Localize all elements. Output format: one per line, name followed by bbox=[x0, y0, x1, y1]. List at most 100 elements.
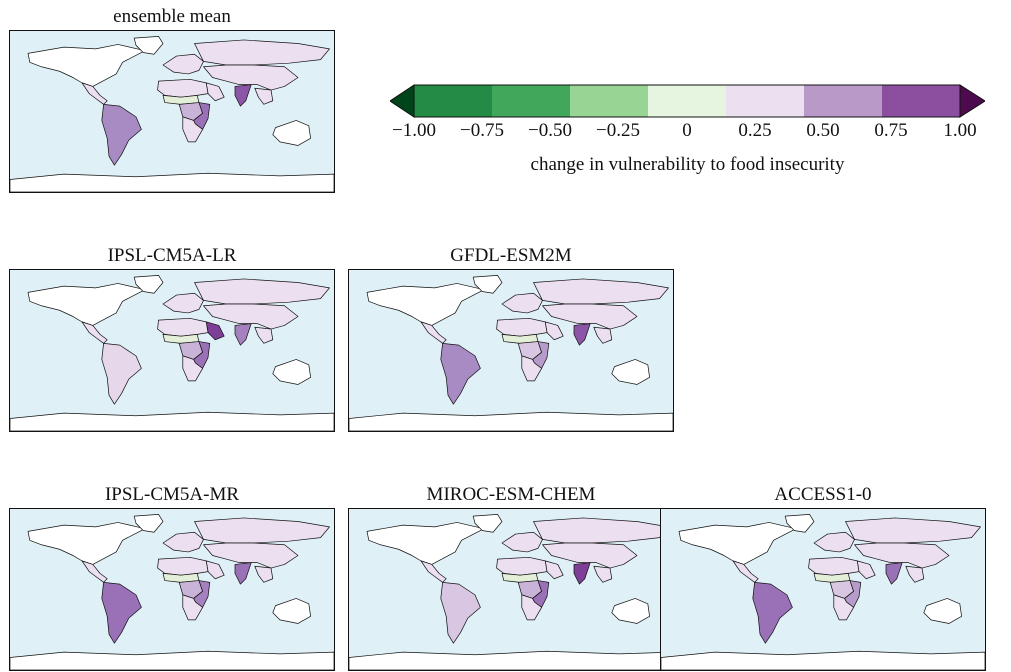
colorbar-label: change in vulnerability to food insecuri… bbox=[530, 154, 845, 175]
region-asia bbox=[542, 542, 638, 569]
colorbar-bar bbox=[389, 84, 986, 118]
colorbar-tick: −0.50 bbox=[528, 120, 572, 141]
region-na bbox=[366, 522, 485, 565]
colorbar-tick: 0.25 bbox=[738, 120, 772, 141]
panel-title: MIROC-ESM-CHEM bbox=[426, 484, 596, 505]
region-europe bbox=[162, 292, 204, 314]
region-asia bbox=[203, 542, 299, 569]
region-antarctica bbox=[10, 650, 334, 670]
region-na bbox=[366, 283, 485, 326]
region-australia bbox=[272, 359, 311, 385]
region-russia bbox=[194, 517, 330, 544]
region-africa-n bbox=[496, 317, 548, 337]
region-antarctica bbox=[661, 650, 985, 670]
region-na bbox=[27, 44, 146, 87]
region-south-america bbox=[440, 581, 481, 644]
region-na bbox=[27, 522, 146, 565]
region-seasia bbox=[254, 565, 274, 583]
region-russia bbox=[533, 278, 669, 305]
region-seasia bbox=[593, 565, 613, 583]
world-map bbox=[9, 269, 335, 432]
panel-title: IPSL-CM5A-LR bbox=[107, 245, 237, 266]
region-antarctica bbox=[10, 411, 334, 431]
region-centam bbox=[732, 560, 759, 583]
panel-ipsl-cm5a-mr: IPSL-CM5A-MR bbox=[9, 484, 335, 672]
colorbar-segment bbox=[882, 85, 961, 117]
region-south-america bbox=[101, 103, 142, 166]
colorbar-segment bbox=[726, 85, 805, 117]
region-south-america bbox=[101, 581, 142, 644]
region-greenland bbox=[784, 514, 815, 533]
region-australia bbox=[923, 598, 962, 624]
region-russia bbox=[533, 517, 669, 544]
panel-title: IPSL-CM5A-MR bbox=[104, 484, 240, 505]
colorbar-tick: 0 bbox=[682, 120, 692, 141]
region-na bbox=[27, 283, 146, 326]
colorbar-segment bbox=[414, 85, 493, 117]
colorbar-tick: −0.25 bbox=[596, 120, 640, 141]
region-russia bbox=[845, 517, 981, 544]
region-centam bbox=[81, 82, 108, 105]
panel-title: ensemble mean bbox=[113, 6, 231, 27]
region-europe bbox=[162, 531, 204, 553]
region-africa-s bbox=[182, 116, 203, 143]
region-antarctica bbox=[10, 172, 334, 192]
panel-ensemble-mean: ensemble mean bbox=[9, 6, 335, 196]
colorbar-tick: −1.00 bbox=[392, 120, 436, 141]
region-africa-n bbox=[157, 317, 209, 337]
region-asia bbox=[542, 303, 638, 330]
colorbar-segment bbox=[648, 85, 727, 117]
region-australia bbox=[611, 598, 650, 624]
colorbar-segment bbox=[492, 85, 571, 117]
region-africa-s bbox=[521, 594, 542, 621]
colorbar-ticks: −1.00 −0.75 −0.50 −0.25 0 0.25 0.50 0.75… bbox=[390, 120, 985, 144]
panel-ipsl-cm5a-lr: IPSL-CM5A-LR bbox=[9, 245, 335, 435]
region-seasia bbox=[593, 326, 613, 344]
region-seasia bbox=[254, 87, 274, 105]
region-south-asia bbox=[885, 562, 903, 585]
panel-miroc-esm-chem: MIROC-ESM-CHEM bbox=[348, 484, 674, 672]
region-greenland bbox=[133, 514, 164, 533]
region-africa-n bbox=[808, 556, 860, 576]
region-africa-s bbox=[833, 594, 854, 621]
region-europe bbox=[813, 531, 855, 553]
colorbar-tick: 1.00 bbox=[943, 120, 977, 141]
region-seasia bbox=[905, 565, 925, 583]
region-south-america bbox=[440, 342, 481, 405]
panel-title: ACCESS1-0 bbox=[774, 484, 872, 505]
region-africa-s bbox=[182, 355, 203, 382]
region-antarctica bbox=[349, 650, 673, 670]
region-south-america bbox=[101, 342, 142, 405]
region-na bbox=[678, 522, 797, 565]
region-europe bbox=[162, 53, 204, 75]
panel-access1-0: ACCESS1-0 bbox=[660, 484, 986, 672]
panel-title: GFDL-ESM2M bbox=[450, 245, 572, 266]
colorbar-tick: 0.75 bbox=[874, 120, 908, 141]
region-south-asia bbox=[573, 562, 591, 585]
region-africa-n bbox=[496, 556, 548, 576]
region-australia bbox=[272, 598, 311, 624]
region-africa-s bbox=[182, 594, 203, 621]
region-centam bbox=[420, 560, 447, 583]
region-south-asia bbox=[573, 323, 591, 346]
region-asia bbox=[203, 303, 299, 330]
region-centam bbox=[81, 321, 108, 344]
region-africa-n bbox=[157, 78, 209, 98]
region-australia bbox=[611, 359, 650, 385]
colorbar-arrow-low bbox=[389, 84, 415, 118]
region-russia bbox=[194, 278, 330, 305]
world-map bbox=[348, 508, 674, 671]
region-australia bbox=[272, 120, 311, 146]
region-greenland bbox=[133, 36, 164, 55]
region-greenland bbox=[472, 514, 503, 533]
panel-gfdl-esm2m: GFDL-ESM2M bbox=[348, 245, 674, 435]
region-russia bbox=[194, 39, 330, 66]
region-greenland bbox=[133, 275, 164, 294]
world-map bbox=[9, 30, 335, 193]
colorbar-legend: −1.00 −0.75 −0.50 −0.25 0 0.25 0.50 0.75… bbox=[389, 84, 986, 194]
region-europe bbox=[501, 292, 543, 314]
region-south-asia bbox=[234, 84, 252, 107]
colorbar-segment bbox=[570, 85, 649, 117]
region-greenland bbox=[472, 275, 503, 294]
region-south-asia bbox=[234, 562, 252, 585]
